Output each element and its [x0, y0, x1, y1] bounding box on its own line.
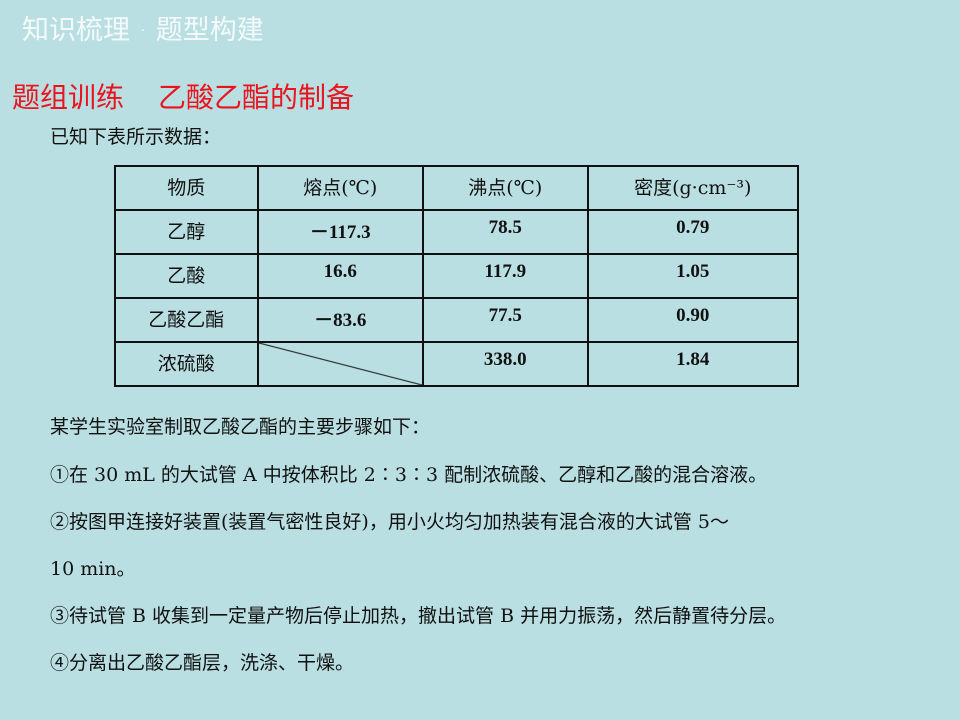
- section-title: 题组训练 乙酸乙酯的制备: [12, 76, 388, 116]
- step-3: ③待试管 B 收集到一定量产物后停止加热，撤出试管 B 并用力振荡，然后静置待分…: [50, 605, 787, 627]
- diagonal-empty-cell: [256, 341, 424, 387]
- table-header-row: 物质 熔点(℃) 沸点(℃) 密度(g·cm⁻³): [114, 165, 799, 211]
- step-2-cont: 10 min。: [50, 558, 136, 580]
- cell: 1.84: [586, 341, 799, 387]
- cell: 77.5: [422, 297, 589, 343]
- cell: 117.9: [422, 253, 589, 299]
- header-cell: 熔点(℃): [256, 165, 424, 211]
- cell: 浓硫酸: [114, 341, 259, 387]
- cell: 0.90: [586, 297, 799, 343]
- steps-intro: 某学生实验室制取乙酸乙酯的主要步骤如下：: [50, 416, 431, 438]
- intro-text: 已知下表所示数据：: [50, 126, 222, 148]
- section-topic: 乙酸乙酯的制备: [158, 81, 355, 114]
- cell: －117.3: [256, 209, 424, 255]
- section-label: 题组训练: [12, 81, 125, 114]
- table-row: 乙酸 16.6 117.9 1.05: [114, 253, 799, 299]
- data-table: 物质 熔点(℃) 沸点(℃) 密度(g·cm⁻³) 乙醇 －117.3 78.5…: [114, 165, 799, 387]
- header-cell: 物质: [114, 165, 259, 211]
- cell: 乙醇: [114, 209, 259, 255]
- cell: 78.5: [422, 209, 589, 255]
- cell: 乙酸: [114, 253, 259, 299]
- cell: 乙酸乙酯: [114, 297, 259, 343]
- step-1: ①在 30 mL 的大试管 A 中按体积比 2∶3∶3 配制浓硫酸、乙醇和乙酸的…: [50, 464, 768, 486]
- cell: 338.0: [422, 341, 589, 387]
- slide-header: 知识梳理 · 题型构建: [22, 15, 264, 46]
- cell: －83.6: [256, 297, 424, 343]
- cell: 0.79: [586, 209, 799, 255]
- header-cell: 密度(g·cm⁻³): [586, 165, 799, 211]
- table-row: 浓硫酸 338.0 1.84: [114, 341, 799, 387]
- header-cell: 沸点(℃): [422, 165, 589, 211]
- table-row: 乙醇 －117.3 78.5 0.79: [114, 209, 799, 255]
- step-4: ④分离出乙酸乙酯层，洗涤、干燥。: [50, 652, 355, 674]
- step-2: ②按图甲连接好装置(装置气密性良好)，用小火均匀加热装有混合液的大试管 5～: [50, 511, 729, 533]
- table-row: 乙酸乙酯 －83.6 77.5 0.90: [114, 297, 799, 343]
- cell: 1.05: [586, 253, 799, 299]
- cell: 16.6: [256, 253, 424, 299]
